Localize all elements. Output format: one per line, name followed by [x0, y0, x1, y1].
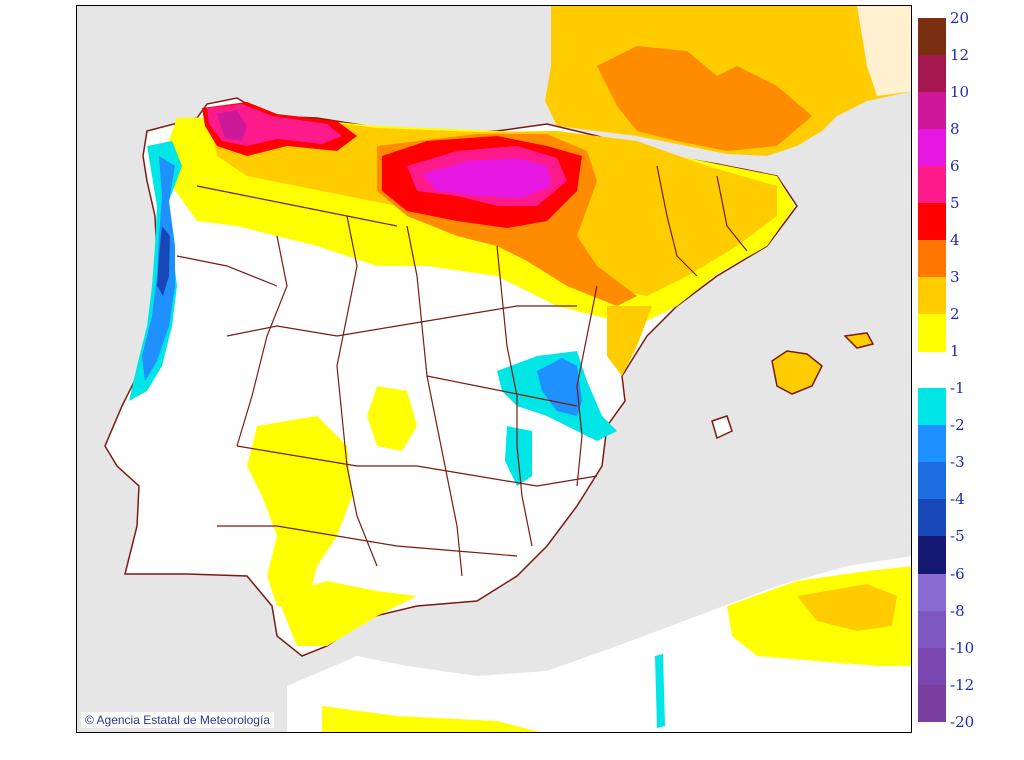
mallorca	[771, 350, 823, 395]
anomaly-map: © Agencia Estatal de Meteorología aemet	[76, 5, 912, 733]
legend-negative-label: -12	[950, 675, 975, 694]
legend-positive-swatch	[918, 18, 946, 56]
legend-positive-swatch	[918, 240, 946, 278]
foreign-land-northeast	[857, 6, 911, 96]
legend-positive-swatch	[918, 129, 946, 167]
legend-negative-label: -1	[950, 379, 965, 397]
legend-positive-label: 1	[950, 342, 960, 360]
legend-positive-swatch	[918, 166, 946, 204]
morocco-yellow	[322, 706, 540, 732]
copyright-label: © Agencia Estatal de Meteorología	[81, 712, 274, 728]
france-orange	[597, 46, 812, 151]
legend-negative-label: -4	[950, 490, 965, 509]
north-purple-core	[422, 158, 552, 198]
legend-negative-swatch	[918, 499, 946, 537]
legend-negative-swatch	[918, 684, 946, 723]
legend-positive-swatch	[918, 92, 946, 130]
legend-positive-swatch	[918, 203, 946, 241]
aemet-watermark: aemet	[810, 696, 903, 726]
legend-negative-swatch	[918, 536, 946, 575]
west-cyan	[129, 141, 182, 401]
north-africa-cyan	[655, 654, 665, 728]
legend-negative-label: -2	[950, 416, 965, 435]
andalusia-yellow	[277, 581, 417, 646]
legend-positive-label: 3	[950, 268, 960, 286]
legend-negative-label: -10	[950, 638, 975, 657]
legend-negative-label: -6	[950, 564, 965, 583]
legend-positive-swatch	[918, 277, 946, 315]
south-central-yellow	[367, 386, 417, 451]
map-canvas	[104, 6, 911, 732]
legend-negative-label: -20	[950, 713, 975, 731]
legend-positive	[918, 18, 946, 352]
menorca	[843, 332, 875, 349]
legend-negative	[918, 388, 946, 723]
legend-negative-swatch	[918, 647, 946, 686]
legend-negative-label: -5	[950, 527, 965, 546]
legend-positive-swatch	[918, 314, 946, 352]
legend-negative-swatch	[918, 388, 946, 426]
legend-positive-label: 8	[950, 120, 960, 138]
west-dark-blue	[157, 226, 170, 296]
legend-positive-label: 2	[950, 305, 960, 323]
legend-negative-label: -8	[950, 601, 965, 620]
legend-negative-label: -3	[950, 453, 965, 472]
ibiza	[711, 415, 733, 440]
legend-negative-swatch	[918, 573, 946, 612]
southwest-yellow	[247, 416, 352, 606]
legend-positive-swatch	[918, 55, 946, 93]
legend-negative-swatch	[918, 610, 946, 649]
legend-positive-label: 12	[950, 46, 970, 64]
legend-positive-label: 4	[950, 231, 960, 249]
province-borders	[176, 165, 748, 577]
northwest-purple	[217, 110, 247, 141]
legend-positive-label: 5	[950, 194, 960, 212]
north-africa-gold	[797, 584, 897, 631]
legend-negative-swatch	[918, 425, 946, 463]
valencia-yellow	[607, 306, 652, 376]
legend-positive-label: 6	[950, 157, 960, 175]
legend-positive-label: 10	[950, 83, 970, 101]
legend-positive-label: 20	[950, 9, 970, 27]
legend-negative-swatch	[918, 462, 946, 500]
east-blue	[537, 358, 582, 416]
